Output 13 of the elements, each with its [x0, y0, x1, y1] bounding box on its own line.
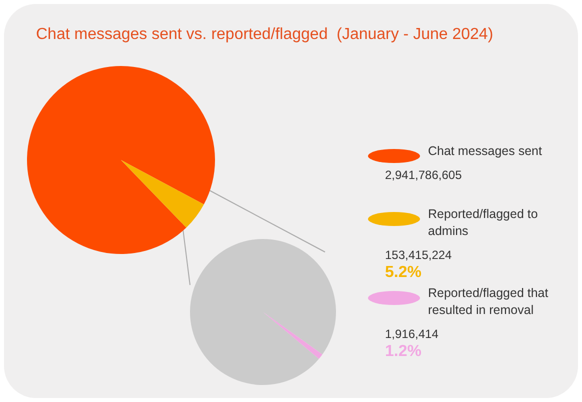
legend-label: Chat messages sent	[428, 143, 543, 160]
data-label: 1,916,414	[385, 327, 440, 341]
chart-title: Chat messages sent vs. reported/flagged (January - June 2024)	[36, 26, 494, 44]
legend-label: Reported/flagged that resulted in removal	[428, 285, 550, 319]
pie-slice	[263, 312, 322, 359]
legend-label: Reported/flagged to admins	[428, 206, 539, 240]
text: 1.2%	[385, 343, 422, 361]
pie-slice	[121, 160, 204, 228]
pie-slice	[190, 239, 336, 385]
pie-slice	[27, 66, 215, 254]
data-label: 2,941,786,605	[385, 168, 463, 182]
data-label: 153,415,224	[385, 248, 453, 262]
text: 5.2%	[385, 264, 422, 282]
